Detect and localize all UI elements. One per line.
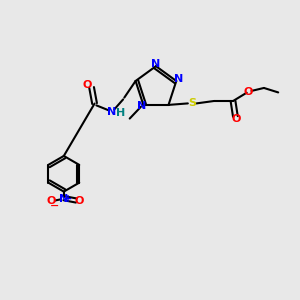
Text: −: − — [50, 201, 60, 211]
Text: N: N — [151, 59, 160, 69]
Text: O: O — [83, 80, 92, 89]
Text: N: N — [174, 74, 183, 85]
Text: H: H — [116, 108, 125, 118]
Text: N: N — [59, 194, 68, 204]
Text: +: + — [64, 194, 73, 204]
Text: O: O — [244, 86, 253, 97]
Text: N: N — [137, 101, 146, 111]
Text: O: O — [46, 196, 56, 206]
Text: S: S — [188, 98, 196, 108]
Text: O: O — [231, 115, 241, 124]
Text: O: O — [75, 196, 84, 206]
Text: N: N — [107, 107, 116, 117]
